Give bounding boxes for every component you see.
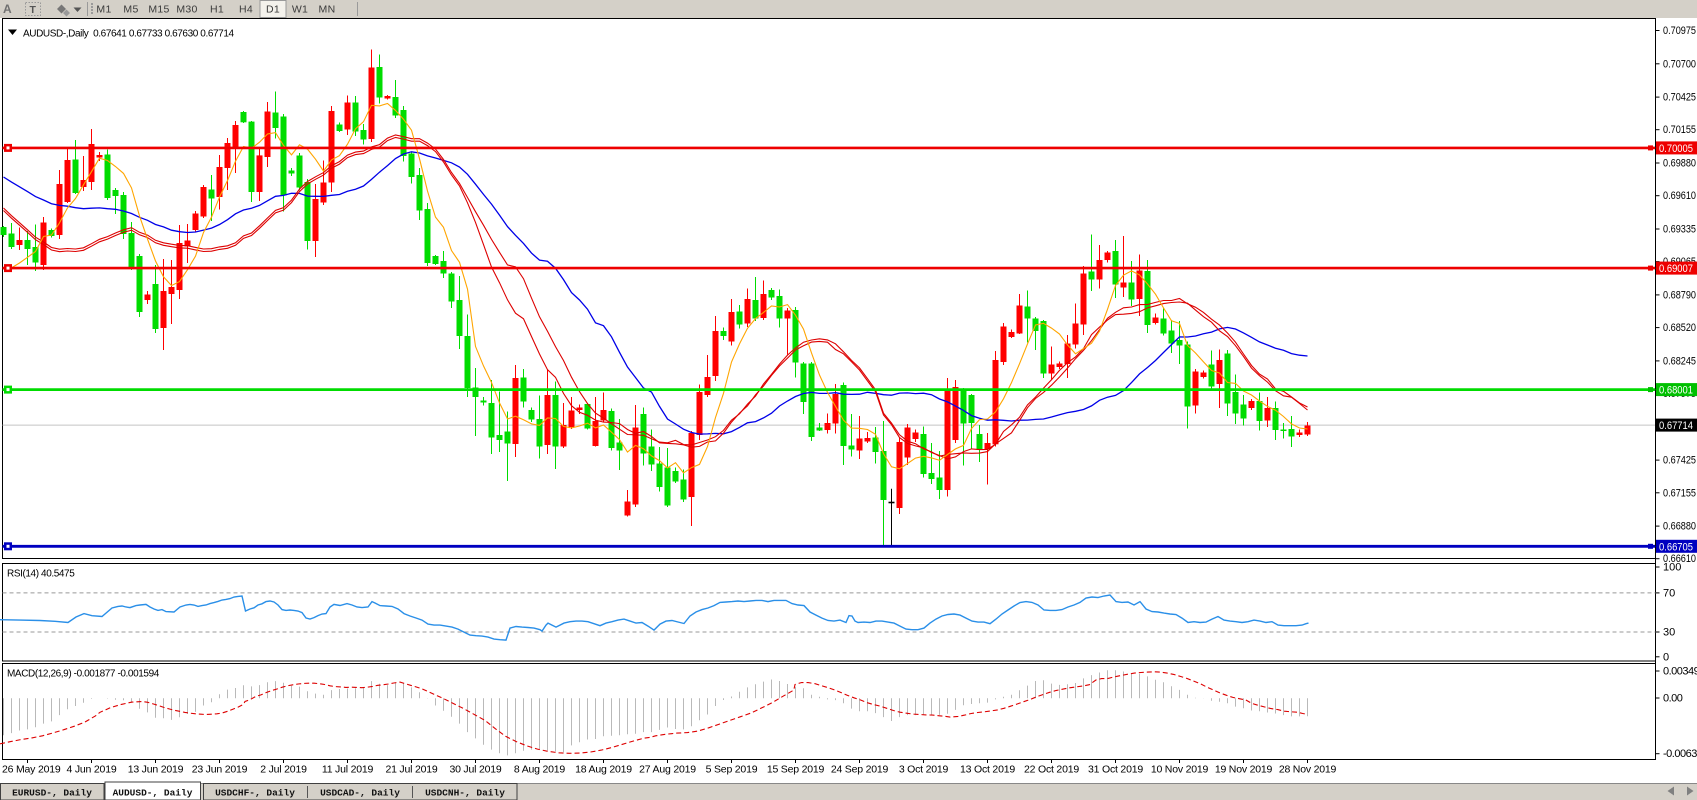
svg-text:0.68520: 0.68520 [1663, 322, 1696, 334]
svg-text:T: T [30, 4, 37, 16]
svg-text:8 Aug 2019: 8 Aug 2019 [514, 764, 565, 776]
svg-text:0: 0 [1663, 651, 1669, 663]
svg-text:M1: M1 [96, 4, 111, 16]
svg-text:M15: M15 [148, 4, 169, 16]
svg-text:2 Jul 2019: 2 Jul 2019 [260, 764, 307, 776]
svg-text:15 Sep 2019: 15 Sep 2019 [767, 764, 825, 776]
svg-text:0.00: 0.00 [1663, 693, 1683, 705]
svg-text:0.68245: 0.68245 [1663, 355, 1696, 367]
svg-text:70: 70 [1663, 587, 1675, 599]
svg-text:D1: D1 [266, 4, 280, 16]
svg-text:W1: W1 [292, 4, 308, 16]
svg-text:A: A [3, 2, 12, 16]
svg-text:22 Oct 2019: 22 Oct 2019 [1024, 764, 1079, 776]
svg-text:4 Jun 2019: 4 Jun 2019 [67, 764, 117, 776]
svg-text:21 Jul 2019: 21 Jul 2019 [385, 764, 437, 776]
svg-text:MACD(12,26,9) -0.001877 -0.001: MACD(12,26,9) -0.001877 -0.001594 [7, 669, 160, 680]
svg-text:0.66880: 0.66880 [1663, 521, 1696, 533]
svg-text:0.69880: 0.69880 [1663, 158, 1696, 170]
svg-text:AUDUSD-,Daily 0.67641 0.67733: AUDUSD-,Daily 0.67641 0.67733 0.67630 0.… [23, 29, 234, 40]
svg-text:0.70155: 0.70155 [1663, 124, 1696, 136]
svg-text:0.70700: 0.70700 [1663, 58, 1696, 70]
svg-text:0.00349: 0.00349 [1663, 666, 1697, 678]
svg-text:26 May 2019: 26 May 2019 [2, 764, 61, 776]
svg-text:11 Jul 2019: 11 Jul 2019 [322, 764, 374, 776]
svg-text:30 Jul 2019: 30 Jul 2019 [449, 764, 501, 776]
svg-text:23 Jun 2019: 23 Jun 2019 [192, 764, 248, 776]
svg-text:M5: M5 [123, 4, 138, 16]
svg-text:USDCAD-, Daily: USDCAD-, Daily [320, 788, 400, 799]
svg-text:5 Sep 2019: 5 Sep 2019 [706, 764, 758, 776]
svg-text:0.68001: 0.68001 [1659, 385, 1693, 397]
svg-text:0.66610: 0.66610 [1663, 553, 1696, 565]
svg-text:0.66705: 0.66705 [1659, 541, 1693, 553]
svg-text:M30: M30 [176, 4, 197, 16]
svg-text:H4: H4 [239, 4, 253, 16]
svg-text:3 Oct 2019: 3 Oct 2019 [899, 764, 949, 776]
svg-text:0.69007: 0.69007 [1659, 263, 1693, 275]
svg-text:USDCNH-, Daily: USDCNH-, Daily [425, 788, 505, 799]
svg-text:28 Nov 2019: 28 Nov 2019 [1279, 764, 1337, 776]
svg-text:0.67714: 0.67714 [1659, 420, 1693, 432]
svg-text:24 Sep 2019: 24 Sep 2019 [831, 764, 889, 776]
svg-text:H1: H1 [210, 4, 224, 16]
svg-text:AUDUSD-, Daily: AUDUSD-, Daily [113, 788, 193, 799]
svg-text:18 Aug 2019: 18 Aug 2019 [575, 764, 632, 776]
svg-text:0.69610: 0.69610 [1663, 190, 1696, 202]
svg-text:19 Nov 2019: 19 Nov 2019 [1215, 764, 1273, 776]
svg-text:0.69335: 0.69335 [1663, 224, 1696, 236]
svg-text:EURUSD-, Daily: EURUSD-, Daily [12, 788, 92, 799]
svg-text:RSI(14) 40.5475: RSI(14) 40.5475 [7, 569, 75, 580]
svg-text:13 Oct 2019: 13 Oct 2019 [960, 764, 1015, 776]
svg-text:27 Aug 2019: 27 Aug 2019 [639, 764, 696, 776]
svg-text:0.70425: 0.70425 [1663, 92, 1696, 104]
svg-text:0.67155: 0.67155 [1663, 487, 1696, 499]
svg-text:13 Jun 2019: 13 Jun 2019 [128, 764, 184, 776]
svg-text:0.68790: 0.68790 [1663, 289, 1696, 301]
svg-text:-0.00637: -0.00637 [1663, 748, 1697, 760]
svg-text:31 Oct 2019: 31 Oct 2019 [1088, 764, 1143, 776]
svg-text:USDCHF-, Daily: USDCHF-, Daily [215, 788, 295, 799]
svg-text:0.70005: 0.70005 [1659, 143, 1693, 155]
svg-text:30: 30 [1663, 627, 1675, 639]
svg-text:100: 100 [1663, 562, 1681, 574]
svg-text:MN: MN [319, 4, 336, 16]
svg-text:0.67425: 0.67425 [1663, 455, 1696, 467]
svg-text:10 Nov 2019: 10 Nov 2019 [1151, 764, 1209, 776]
svg-text:0.70975: 0.70975 [1663, 25, 1696, 37]
